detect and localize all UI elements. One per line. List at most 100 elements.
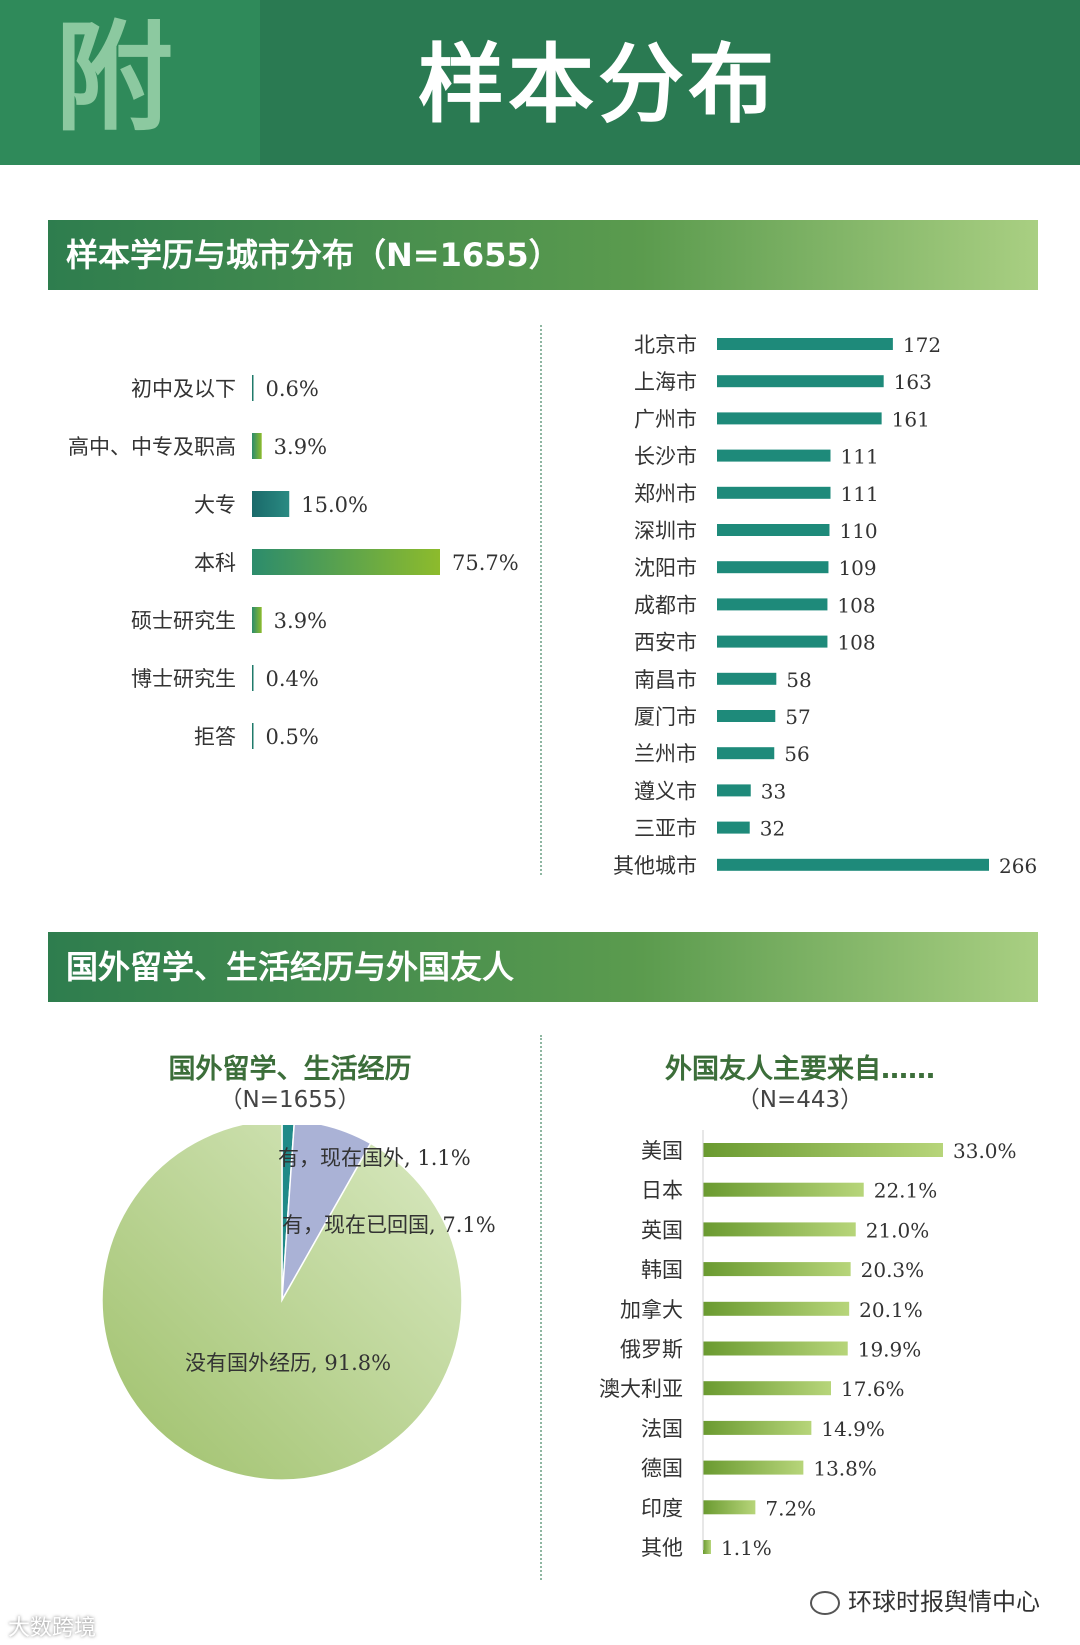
friend-value-label: 33.0% [953, 1139, 1017, 1163]
city-value-label: 266 [999, 854, 1037, 878]
city-value-label: 108 [837, 593, 875, 617]
city-label: 沈阳市 [634, 556, 697, 580]
city-value-label: 33 [761, 779, 786, 803]
footer-source-text: 环球时报舆情中心 [848, 1588, 1040, 1616]
section-title-education-city: 样本学历与城市分布（N=1655） [66, 236, 561, 274]
friend-bar [703, 1381, 831, 1396]
city-chart: 北京市 172 上海市 163 广州市 161 长沙市 111 郑州市 111 深圳市 110 沈阳市 1… [613, 333, 1037, 878]
section-title-abroad: 国外留学、生活经历与外国友人 [66, 948, 515, 986]
city-bar [717, 821, 750, 834]
friend-country-label: 法国 [641, 1417, 683, 1441]
city-label: 西安市 [634, 631, 697, 655]
friend-value-label: 7.2% [765, 1496, 816, 1520]
section-bar-education-city: 样本学历与城市分布（N=1655） [48, 220, 1038, 290]
city-bar [717, 486, 831, 499]
city-value-label: 57 [785, 705, 810, 729]
friend-bar [703, 1143, 943, 1157]
education-bar [252, 723, 254, 749]
city-value-label: 108 [837, 631, 875, 655]
appendix-label: 附 [55, 9, 174, 147]
wechat-icon [810, 1591, 840, 1615]
friends-chart-title: 外国友人主要来自…… [665, 1054, 935, 1085]
friend-value-label: 19.9% [858, 1338, 922, 1362]
education-bar [252, 549, 440, 575]
city-label: 长沙市 [634, 445, 697, 469]
education-value-label: 0.5% [266, 725, 319, 749]
city-label: 成都市 [634, 593, 697, 617]
city-value-label: 58 [786, 668, 811, 692]
city-label: 深圳市 [634, 519, 697, 543]
city-value-label: 161 [892, 407, 930, 431]
page-title: 样本分布 [418, 35, 778, 135]
education-bar [252, 375, 254, 401]
education-value-label: 75.7% [452, 551, 519, 575]
friend-country-label: 美国 [641, 1139, 683, 1163]
education-value-label: 3.9% [274, 609, 327, 633]
city-value-label: 111 [841, 445, 879, 469]
friend-bar [703, 1341, 848, 1356]
city-label: 三亚市 [634, 817, 697, 841]
pie-label: 有，现在已回国, 7.1% [282, 1213, 496, 1237]
friend-country-label: 印度 [641, 1496, 683, 1520]
friend-bar [703, 1500, 756, 1515]
education-value-label: 15.0% [301, 493, 368, 517]
friend-bar [703, 1301, 850, 1316]
friend-country-label: 韩国 [641, 1258, 683, 1282]
friend-country-label: 德国 [641, 1457, 683, 1481]
city-bar [717, 747, 775, 760]
footer-source: 环球时报舆情中心 [810, 1582, 1040, 1617]
section2-divider [540, 1035, 542, 1580]
education-category-label: 高中、中专及职高 [68, 435, 236, 459]
friend-value-label: 20.3% [861, 1258, 925, 1282]
friend-country-label: 澳大利亚 [599, 1377, 683, 1401]
city-bar [717, 412, 882, 425]
friend-bar [703, 1420, 812, 1435]
education-category-label: 博士研究生 [131, 667, 236, 691]
education-bar [252, 607, 262, 633]
city-bar [717, 375, 884, 388]
education-category-label: 拒答 [194, 725, 236, 749]
friend-bar [703, 1460, 804, 1475]
city-label: 郑州市 [634, 482, 697, 506]
friend-value-label: 13.8% [813, 1457, 877, 1481]
education-category-label: 初中及以下 [131, 377, 236, 401]
city-value-label: 172 [903, 333, 941, 357]
city-label: 遵义市 [634, 779, 697, 803]
city-bar [717, 672, 777, 685]
friends-chart-n: （N=443） [736, 1087, 864, 1113]
city-value-label: 32 [760, 817, 785, 841]
city-value-label: 56 [784, 742, 809, 766]
friend-country-label: 英国 [641, 1218, 683, 1242]
pie-label: 有，现在国外, 1.1% [278, 1146, 471, 1170]
friend-country-label: 俄罗斯 [620, 1338, 683, 1362]
friend-value-label: 1.1% [721, 1536, 772, 1560]
corner-watermark: 大数跨境 [8, 1616, 97, 1641]
city-bar [717, 561, 829, 574]
header-banner: 附 样本分布 [0, 0, 1080, 165]
friend-country-label: 加拿大 [620, 1298, 683, 1322]
city-bar [717, 524, 830, 536]
city-label: 北京市 [634, 333, 697, 357]
friend-bar [703, 1262, 851, 1277]
friend-value-label: 17.6% [841, 1377, 905, 1401]
city-label: 上海市 [634, 370, 697, 394]
friends-chart: 美国 33.0% 日本 22.1% 英国 21.0% 韩国 20.3% 加拿大 20.1% 俄罗斯 1… [599, 1130, 1017, 1560]
city-bar [717, 784, 751, 797]
abroad-chart-title: 国外留学、生活经历 [168, 1054, 412, 1085]
education-category-label: 大专 [194, 493, 236, 517]
friend-value-label: 14.9% [821, 1417, 885, 1441]
city-bar [717, 598, 828, 611]
friend-value-label: 21.0% [866, 1218, 930, 1242]
city-value-label: 109 [838, 556, 876, 580]
friend-bar [703, 1222, 856, 1237]
friend-country-label: 其他 [641, 1536, 683, 1560]
city-value-label: 163 [894, 370, 932, 394]
abroad-chart-n: （N=1655） [219, 1087, 361, 1113]
pie-slice [101, 1125, 463, 1481]
city-value-label: 111 [841, 482, 879, 506]
friend-country-label: 日本 [641, 1179, 683, 1203]
education-value-label: 0.6% [266, 377, 319, 401]
city-label: 厦门市 [634, 705, 697, 729]
city-bar [717, 710, 776, 722]
city-bar [717, 338, 893, 350]
